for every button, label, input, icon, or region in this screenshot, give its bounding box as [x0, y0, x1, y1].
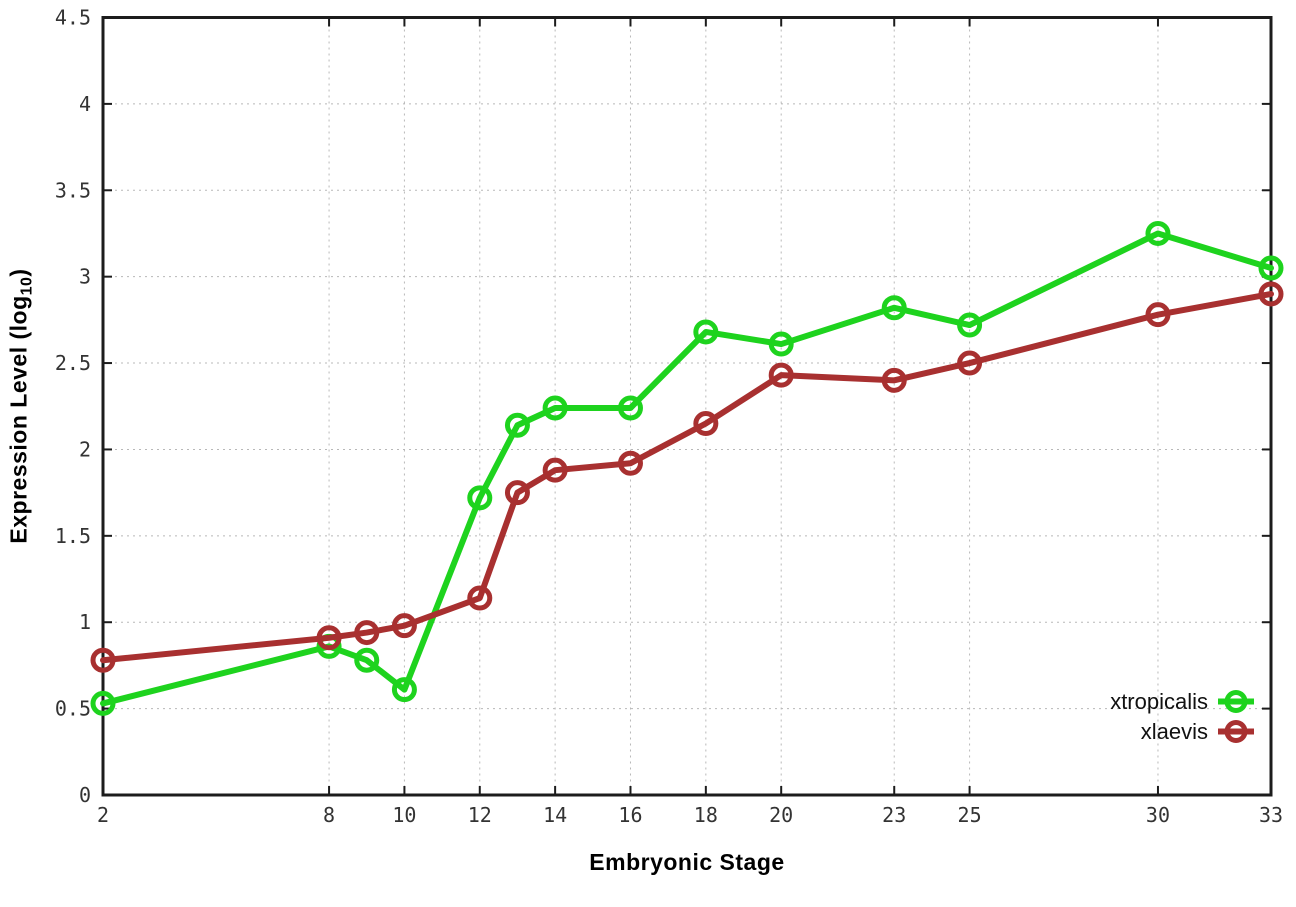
data-point-xlaevis: [1258, 281, 1284, 307]
data-point-xlaevis: [467, 585, 493, 611]
legend-label-xtropicalis: xtropicalis: [1110, 688, 1208, 714]
y-axis-title: Expression Level (log10): [6, 268, 37, 543]
data-point-xtropicalis: [354, 647, 380, 673]
x-tick-label: 23: [882, 803, 906, 827]
data-point-xtropicalis: [768, 331, 794, 357]
data-point-xlaevis: [693, 411, 719, 437]
data-point-xlaevis: [1145, 302, 1171, 328]
data-point-xlaevis: [90, 647, 116, 673]
x-tick-label: 33: [1259, 803, 1283, 827]
data-point-xtropicalis: [957, 312, 983, 338]
series-line-xlaevis: [100, 290, 1274, 664]
legend: xtropicalis xlaevis: [1110, 688, 1255, 745]
data-point-xlaevis: [768, 362, 794, 388]
x-tick-label: 8: [323, 803, 335, 827]
data-point-xtropicalis: [391, 677, 417, 703]
x-axis-title: Embryonic Stage: [589, 849, 785, 875]
y-tick-label: 3.5: [55, 178, 91, 202]
y-tick-label: 1: [79, 610, 91, 634]
y-axis-title-close: ): [5, 268, 32, 277]
x-tick-label: 20: [769, 803, 793, 827]
data-point-xlaevis: [617, 450, 643, 476]
y-tick-label: 2.5: [55, 351, 91, 375]
data-point-xtropicalis: [1258, 255, 1284, 281]
data-point-xtropicalis: [467, 485, 493, 511]
data-point-xtropicalis: [693, 319, 719, 345]
data-point-xlaevis: [957, 350, 983, 376]
x-tick-label: 16: [618, 803, 642, 827]
data-point-xlaevis: [542, 457, 568, 483]
data-point-xlaevis: [316, 625, 342, 651]
legend-row-xlaevis: xlaevis: [1141, 718, 1255, 745]
y-tick-label: 1.5: [55, 524, 91, 548]
y-tick-label: 2: [79, 437, 91, 461]
legend-row-xtropicalis: xtropicalis: [1110, 688, 1255, 715]
data-point-xtropicalis: [504, 412, 530, 438]
x-tick-label: 12: [468, 803, 492, 827]
plot-border: [101, 16, 1273, 797]
data-point-xtropicalis: [881, 295, 907, 321]
x-tick-label: 25: [958, 803, 982, 827]
series-line-xtropicalis: [100, 230, 1274, 707]
data-point-xlaevis: [354, 620, 380, 646]
x-tick-label: 18: [694, 803, 718, 827]
legend-label-xlaevis: xlaevis: [1140, 718, 1208, 744]
legend-sample-xtropicalis: [1218, 690, 1254, 713]
y-tick-label: 3: [79, 265, 91, 289]
data-point-xtropicalis: [90, 690, 116, 716]
data-point-xtropicalis: [1145, 220, 1171, 246]
x-tick-label: 2: [97, 803, 109, 827]
x-tick-label: 30: [1146, 803, 1170, 827]
x-tick-label: 14: [543, 803, 567, 827]
y-tick-label: 0: [79, 783, 91, 807]
x-tick-label: 10: [392, 803, 416, 827]
data-point-xlaevis: [391, 613, 417, 639]
legend-sample-xlaevis: [1218, 720, 1254, 743]
y-tick-label: 4.5: [55, 6, 91, 30]
y-tick-label: 4: [79, 92, 91, 116]
data-point-xlaevis: [881, 367, 907, 393]
data-point-xtropicalis: [617, 395, 643, 421]
data-point-xlaevis: [504, 480, 530, 506]
data-point-xtropicalis: [542, 395, 568, 421]
y-axis-title-subscript: 10: [18, 276, 36, 296]
y-tick-label: 0.5: [55, 697, 91, 721]
y-axis-title-text: Expression Level (log: [5, 295, 32, 544]
